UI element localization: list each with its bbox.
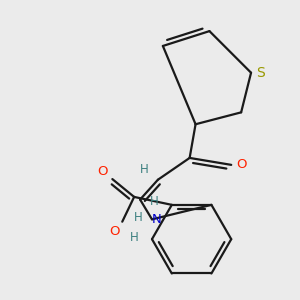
- Text: H: H: [130, 231, 139, 244]
- Text: H: H: [150, 195, 158, 208]
- Text: H: H: [134, 211, 142, 224]
- Text: H: H: [140, 163, 148, 176]
- Text: N: N: [152, 213, 162, 226]
- Text: O: O: [236, 158, 246, 171]
- Text: O: O: [109, 225, 120, 238]
- Text: S: S: [256, 66, 265, 80]
- Text: O: O: [97, 165, 108, 178]
